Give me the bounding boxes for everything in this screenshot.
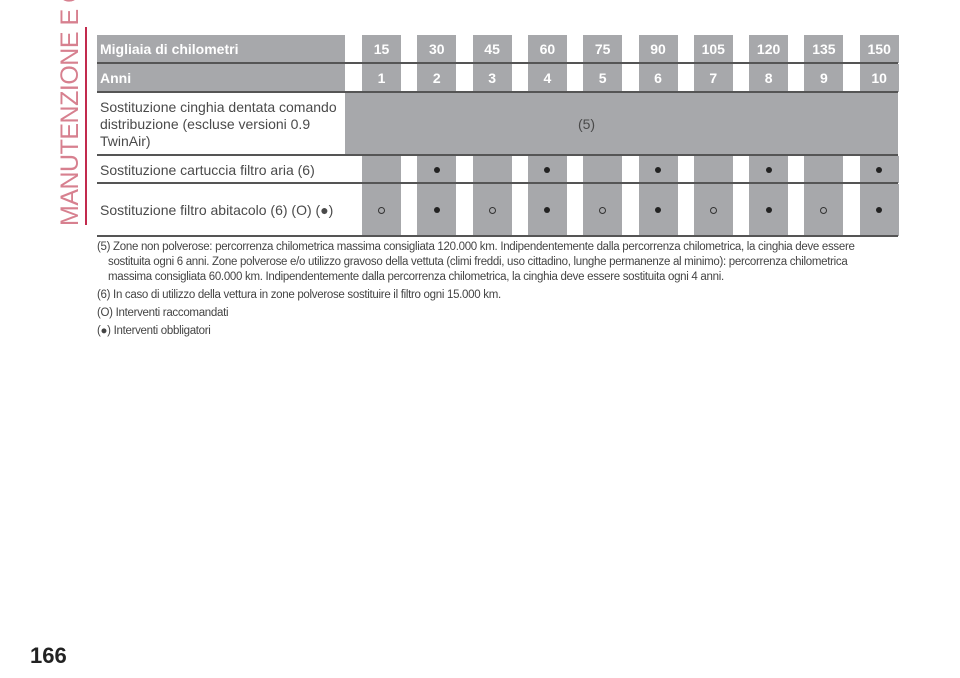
km-cell: 60 <box>527 35 567 63</box>
mark-cell <box>693 184 733 236</box>
mandatory-dot-icon <box>765 207 772 213</box>
mandatory-dot-icon <box>433 166 440 173</box>
mark-cell <box>583 184 623 236</box>
footnote: (6) In caso di utilizzo della vettura in… <box>97 289 501 301</box>
mandatory-dot-icon <box>655 207 661 213</box>
year-cell: 2 <box>417 64 457 92</box>
mandatory-dot-icon <box>433 207 440 213</box>
row-label-air-filter: Sostituzione cartuccia filtro aria (6) <box>100 161 315 178</box>
merged-cell-bg <box>345 93 898 155</box>
mandatory-dot-icon <box>765 166 772 173</box>
mark-cell <box>638 156 678 183</box>
header-km-label: Migliaia di chilometri <box>100 40 239 57</box>
year-cell: 5 <box>583 64 623 92</box>
mark-cell <box>859 184 899 236</box>
mark-cell <box>693 156 733 183</box>
km-cell: 135 <box>804 35 844 63</box>
mandatory-dot-icon <box>655 166 661 173</box>
recommended-circle-icon <box>488 206 496 214</box>
year-cell: 1 <box>362 64 401 92</box>
mandatory-dot-icon <box>876 207 883 213</box>
year-cell: 6 <box>638 64 678 92</box>
divider <box>97 182 898 184</box>
footnote: (O) Interventi raccomandati <box>97 307 229 319</box>
mark-cell <box>749 156 789 183</box>
km-cell: 30 <box>417 35 457 63</box>
mandatory-dot-icon <box>876 166 883 173</box>
km-cell: 15 <box>362 35 401 63</box>
recommended-circle-icon <box>820 206 828 214</box>
footnote: (●) Interventi obbligatori <box>97 325 211 337</box>
mark-cell <box>417 156 457 183</box>
km-cell: 90 <box>638 35 678 63</box>
mark-cell <box>362 184 401 236</box>
mark-cell <box>472 184 512 236</box>
km-cell: 120 <box>749 35 789 63</box>
mark-cell <box>804 184 844 236</box>
section-divider <box>85 27 87 225</box>
km-cell: 75 <box>583 35 623 63</box>
mark-cell <box>472 156 512 183</box>
recommended-circle-icon <box>378 206 385 214</box>
footnote: (5) Zone non polverose: percorrenza chil… <box>97 241 855 283</box>
mandatory-dot-icon <box>544 166 551 173</box>
mark-cell <box>583 156 623 183</box>
km-cell: 150 <box>859 35 899 63</box>
mark-cell <box>804 156 844 183</box>
mark-cell <box>638 184 678 236</box>
year-cell: 8 <box>749 64 789 92</box>
mark-cell <box>417 184 457 236</box>
km-cell: 105 <box>693 35 733 63</box>
row-label-timing-belt: Sostituzione cinghia dentata comando dis… <box>100 98 337 149</box>
divider <box>97 91 898 93</box>
page-number: 166 <box>30 643 67 668</box>
divider <box>97 62 898 64</box>
recommended-circle-icon <box>709 206 717 214</box>
year-cell: 4 <box>527 64 567 92</box>
merged-cell-note: (5) <box>577 116 596 132</box>
km-cell: 45 <box>472 35 512 63</box>
header-years-label: Anni <box>100 69 132 86</box>
section-title: MANUTENZIONE E CURA <box>56 0 84 226</box>
row-label-cabin-filter: Sostituzione filtro abitacolo (6) (O) (●… <box>100 202 334 218</box>
mark-cell <box>859 156 899 183</box>
year-cell: 9 <box>804 64 844 92</box>
year-cell: 3 <box>472 64 512 92</box>
year-cell: 10 <box>859 64 899 92</box>
divider <box>97 154 898 156</box>
mark-cell <box>749 184 789 236</box>
year-cell: 7 <box>693 64 733 92</box>
mark-cell <box>362 156 401 183</box>
mark-cell <box>527 184 567 236</box>
divider <box>97 235 898 237</box>
recommended-circle-icon <box>599 206 607 214</box>
mark-cell <box>527 156 567 183</box>
footnotes: (5) Zone non polverose: percorrenza chil… <box>97 240 887 342</box>
mandatory-dot-icon <box>544 207 551 213</box>
